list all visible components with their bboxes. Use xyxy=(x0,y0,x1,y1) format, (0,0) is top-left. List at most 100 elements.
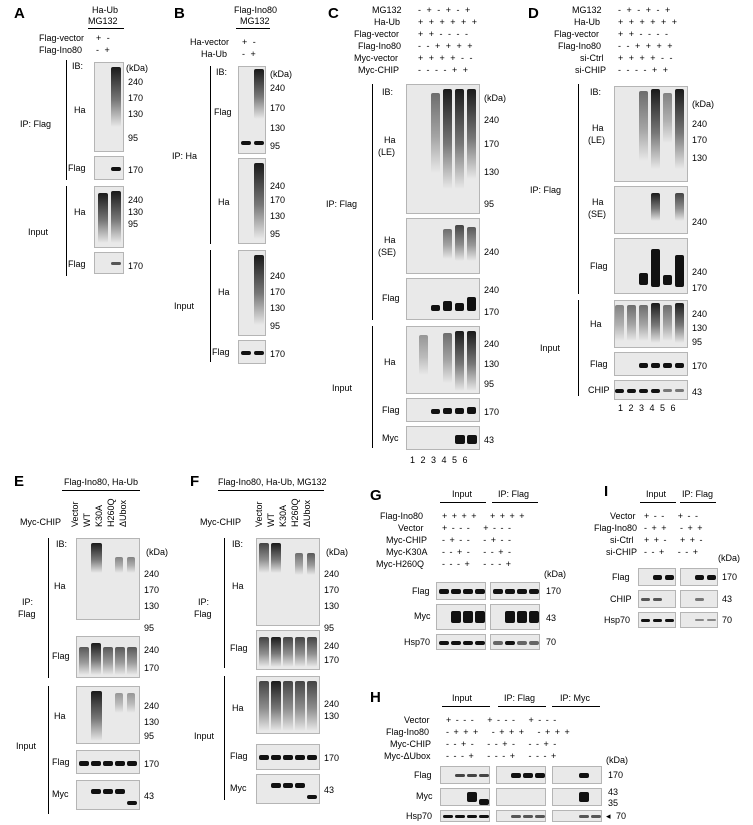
marker: 240 xyxy=(144,645,160,655)
blot-input-ha xyxy=(238,250,266,336)
blot-ip-flag xyxy=(490,582,540,600)
row-label: Myc-CHIP xyxy=(358,65,399,75)
blot-ip-ha-se xyxy=(614,186,688,234)
kda-label: (kDa) xyxy=(146,547,168,557)
marker: 95 xyxy=(270,321,281,331)
row-label: Vector xyxy=(398,523,424,533)
blot-label: Ha xyxy=(74,207,86,217)
input-label: Input xyxy=(194,731,215,741)
column-label: Vector xyxy=(70,501,80,527)
ip-label: IP: Ha xyxy=(172,151,198,161)
blot-ip-flag xyxy=(238,66,266,154)
kda-label: (kDa) xyxy=(484,93,506,103)
ib-label: IB: xyxy=(590,87,602,97)
row-label: si-Ctrl xyxy=(580,53,604,63)
row-signs: - + - + - + xyxy=(618,5,671,15)
blot-input-ha xyxy=(406,326,480,394)
marker: 130 xyxy=(270,303,286,313)
kda-label: (kDa) xyxy=(270,69,292,79)
marker: 35 xyxy=(608,798,619,808)
row-label: Flag-vector xyxy=(554,29,600,39)
blot-label: Flag xyxy=(214,107,232,117)
marker: 240 xyxy=(270,83,286,93)
blot-input-flag xyxy=(94,252,124,274)
blot-label: Ha xyxy=(590,319,602,329)
arrow-icon: ◂ xyxy=(606,811,611,821)
group-label: Input xyxy=(646,489,667,499)
blot-ip-hsp70 xyxy=(680,612,718,628)
input-bracket xyxy=(48,686,49,814)
kda-label: (kDa) xyxy=(544,569,566,579)
blot-ip-myc-hsp70 xyxy=(552,810,602,822)
row-signs: - + - + - + xyxy=(418,5,471,15)
blot-ip-myc xyxy=(552,788,602,806)
row-label: Flag-Ino80 xyxy=(380,511,424,521)
ip-label: IP: Flag xyxy=(530,185,562,195)
marker: 130 xyxy=(692,323,708,333)
blot-label: Ha xyxy=(592,123,604,133)
column-label: ΔUbox xyxy=(118,499,128,527)
blot-label: Flag xyxy=(382,293,400,303)
input-bracket xyxy=(372,326,373,448)
blot-label: Flag xyxy=(412,586,430,596)
blot-label: Flag xyxy=(230,751,248,761)
blot-ip-flag xyxy=(94,156,124,180)
ib-label: IB: xyxy=(232,539,244,549)
column-label: Vector xyxy=(254,501,264,527)
row-signs: + - - - + - - - + - - - xyxy=(446,715,557,725)
blot-ip-hsp70 xyxy=(490,634,540,650)
panel-letter: H xyxy=(370,689,381,706)
marker: 95 xyxy=(324,623,335,633)
marker: 130 xyxy=(128,109,144,119)
marker: 43 xyxy=(692,387,703,397)
row-label: MG132 xyxy=(372,5,402,15)
marker: 130 xyxy=(324,601,340,611)
kda-label: (kDa) xyxy=(126,63,148,73)
input-label: Input xyxy=(16,741,37,751)
blot-input-chip xyxy=(614,380,688,400)
group-label: IP: Flag xyxy=(682,489,714,499)
row-label: si-CHIP xyxy=(606,547,637,557)
group-label: Input xyxy=(452,693,473,703)
ip-bracket xyxy=(210,66,211,244)
row-signs: + + - + + - xyxy=(644,535,703,545)
panel-letter: F xyxy=(190,473,200,490)
row-label: Ha-Ub xyxy=(374,17,401,27)
blot-label: Flag xyxy=(414,770,432,780)
row-signs: + + + + - - xyxy=(418,53,473,63)
blot-label: Hsp70 xyxy=(406,811,433,821)
kda-label: (kDa) xyxy=(326,547,348,557)
blot-ip-flag xyxy=(256,630,320,670)
row-label: Vector xyxy=(610,511,636,521)
group-label: IP: Flag xyxy=(498,489,530,499)
panel-letter: E xyxy=(14,473,25,490)
ip-bracket xyxy=(48,538,49,678)
header: Flag-Ino80, Ha-Ub xyxy=(64,477,139,487)
column-label: WT xyxy=(266,513,276,527)
blot-label: Myc xyxy=(416,791,433,801)
row-signs: - - + - - - + - - - + - xyxy=(446,739,557,749)
marker: 170 xyxy=(484,307,500,317)
marker: 240 xyxy=(324,569,340,579)
marker: 95 xyxy=(270,229,281,239)
marker: 95 xyxy=(692,337,703,347)
marker: 240 xyxy=(324,641,340,651)
marker: 240 xyxy=(484,339,500,349)
blot-label: Ha xyxy=(218,197,230,207)
input-label: Input xyxy=(540,343,561,353)
row-signs: - - - + - - - + xyxy=(442,559,511,569)
row-signs: - - - - + + xyxy=(418,65,469,75)
row-label: Ha-Ub xyxy=(201,49,228,59)
group-rule xyxy=(640,502,676,503)
group-rule xyxy=(492,502,538,503)
marker: 43 xyxy=(144,791,155,801)
row-label: Myc-CHIP xyxy=(390,739,431,749)
row-signs: - + - - - + - - xyxy=(442,535,511,545)
blot-label: Ha xyxy=(218,287,230,297)
row-signs: - - - - + + xyxy=(618,65,669,75)
marker: 170 xyxy=(546,586,562,596)
marker: 130 xyxy=(128,207,144,217)
row-label: si-CHIP xyxy=(575,65,606,75)
blot-ip-ha-le xyxy=(614,86,688,182)
blot-label: Flag xyxy=(230,643,248,653)
